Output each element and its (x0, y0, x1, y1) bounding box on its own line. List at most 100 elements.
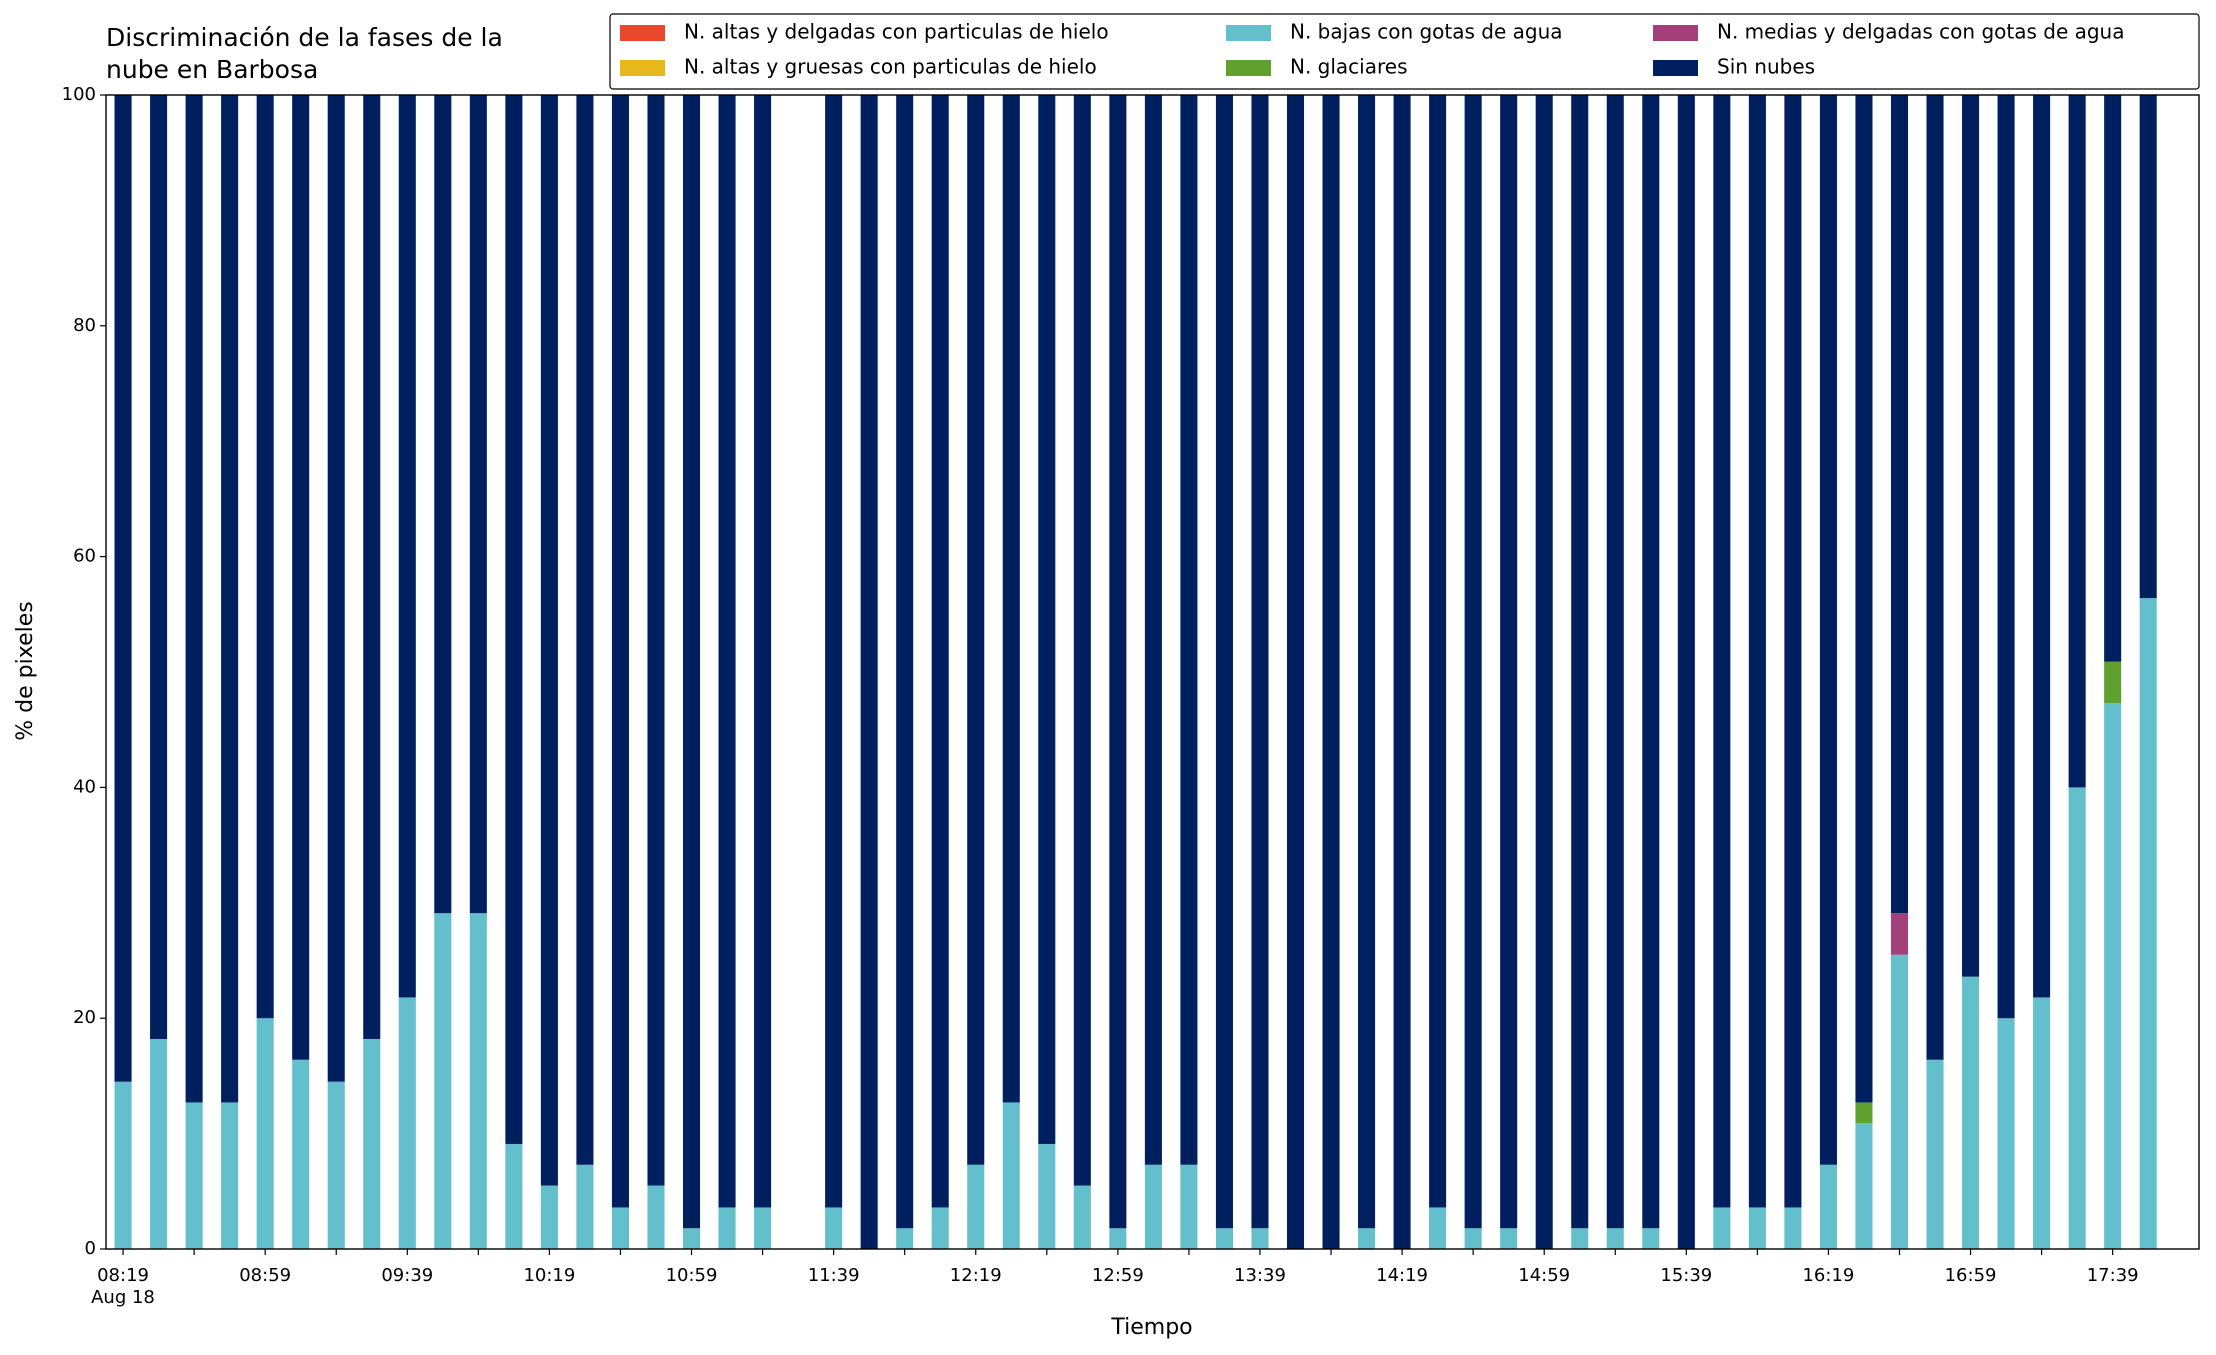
bar-segment (1500, 1228, 1518, 1249)
x-tick-label: 15:39 (1660, 1265, 1712, 1286)
bar-segment (1144, 1164, 1162, 1249)
bar-segment (1393, 95, 1411, 1249)
bar-segment (2139, 95, 2157, 599)
bar-segment (576, 95, 594, 1165)
bar-segment (469, 95, 487, 914)
bar-segment (185, 95, 203, 1103)
y-axis-label: % de pixeles (13, 601, 38, 740)
bar-segment (150, 1038, 168, 1249)
bar-segment (1784, 95, 1802, 1208)
bar-segment (292, 1059, 310, 1249)
bar-segment (967, 1164, 985, 1249)
bar-segment (1464, 95, 1482, 1229)
bar-segment (1606, 95, 1624, 1229)
bar-segment (1819, 1164, 1837, 1249)
y-tick-label: 60 (73, 546, 96, 567)
x-tick-label: 10:59 (666, 1265, 718, 1286)
x-tick-label: 16:59 (1945, 1265, 1997, 1286)
x-tick-label: 09:39 (381, 1265, 433, 1286)
bar-segment (754, 1207, 772, 1249)
legend-swatch (1653, 25, 1698, 41)
y-tick-label: 0 (85, 1238, 96, 1259)
legend-label: N. altas y gruesas con particulas de hie… (684, 55, 1097, 79)
bar-segment (682, 1228, 701, 1249)
bar-segment (1500, 95, 1518, 1229)
bar-segment (292, 95, 310, 1060)
legend-swatch (1653, 60, 1698, 76)
bar-segment (825, 95, 843, 1208)
bar-segment (611, 95, 629, 1208)
bar-segment (1642, 1228, 1660, 1249)
bar-segment (540, 1185, 558, 1249)
bar-segment (1180, 95, 1198, 1165)
bar-segment (398, 95, 416, 998)
bar-segment (1038, 95, 1056, 1144)
x-tick-label: 12:59 (1092, 1265, 1144, 1286)
bar-segment (327, 95, 345, 1082)
bar-segment (256, 95, 274, 1019)
bar-segment (1713, 95, 1731, 1208)
bar-segment (1855, 1123, 1873, 1249)
bar-segment (1571, 95, 1589, 1229)
bar-segment (150, 95, 168, 1039)
bar-segment (1997, 1018, 2015, 1249)
bar-segment (2068, 95, 2086, 788)
bar-segment (2139, 598, 2157, 1249)
x-tick-label: 08:59 (239, 1265, 291, 1286)
bar-segment (967, 95, 985, 1165)
bar-segment (1926, 95, 1944, 1060)
x-tick-label: 16:19 (1802, 1265, 1854, 1286)
bar-segment (718, 95, 736, 1208)
bar-segment (1109, 95, 1127, 1229)
bar-segment (1819, 95, 1837, 1165)
bar-segment (718, 1207, 736, 1249)
bar-segment (256, 1018, 274, 1249)
y-tick-label: 40 (73, 776, 96, 797)
bar-segment (114, 1081, 132, 1249)
bar-segment (1215, 95, 1233, 1229)
bar-segment (1180, 1164, 1198, 1249)
legend-swatch (620, 60, 665, 76)
bar-segment (931, 95, 949, 1208)
bar-segment (1109, 1228, 1127, 1249)
date-label: Aug 18 (91, 1287, 155, 1308)
y-tick-label: 20 (73, 1007, 96, 1028)
bar-segment (1571, 1228, 1589, 1249)
x-tick-label: 12:19 (950, 1265, 1002, 1286)
bar-segment (221, 1102, 239, 1249)
legend-label: N. glaciares (1290, 55, 1408, 79)
bar-segment (327, 1081, 345, 1249)
bar-segment (1073, 95, 1091, 1186)
bar-segment (1997, 95, 2015, 1019)
bar-segment (1002, 95, 1020, 1103)
x-tick-label: 11:39 (808, 1265, 860, 1286)
legend-label: N. medias y delgadas con gotas de agua (1717, 20, 2125, 44)
bar-segment (1855, 1102, 1873, 1124)
bar-segment (576, 1164, 594, 1249)
bar-segment (1286, 95, 1305, 1249)
bar-segment (1748, 95, 1766, 1208)
x-tick-label: 14:19 (1376, 1265, 1428, 1286)
bar-segment (2033, 997, 2051, 1249)
bar-segment (1713, 1207, 1731, 1249)
bar-segment (1642, 95, 1660, 1229)
legend-swatch (1226, 60, 1271, 76)
x-axis-label: Tiempo (1110, 1315, 1192, 1340)
bar-segment (2104, 703, 2122, 1249)
bar-segment (1855, 95, 1873, 1103)
bar-segment (1358, 95, 1376, 1229)
bar-segment (2068, 787, 2086, 1249)
bar-segment (1890, 913, 1909, 955)
bar-segment (1251, 1228, 1269, 1249)
x-tick-label: 08:19 (97, 1265, 149, 1286)
bar-segment (540, 95, 558, 1186)
bar-segment (1748, 1207, 1766, 1249)
legend-swatch (1226, 25, 1271, 41)
bar-segment (1322, 95, 1340, 1249)
bar-segment (1784, 1207, 1802, 1249)
bar-segment (1926, 1059, 1944, 1249)
bar-segment (860, 95, 878, 1249)
bar-segment (1358, 1228, 1376, 1249)
bar-segment (1464, 1228, 1482, 1249)
legend-box (609, 13, 2200, 90)
